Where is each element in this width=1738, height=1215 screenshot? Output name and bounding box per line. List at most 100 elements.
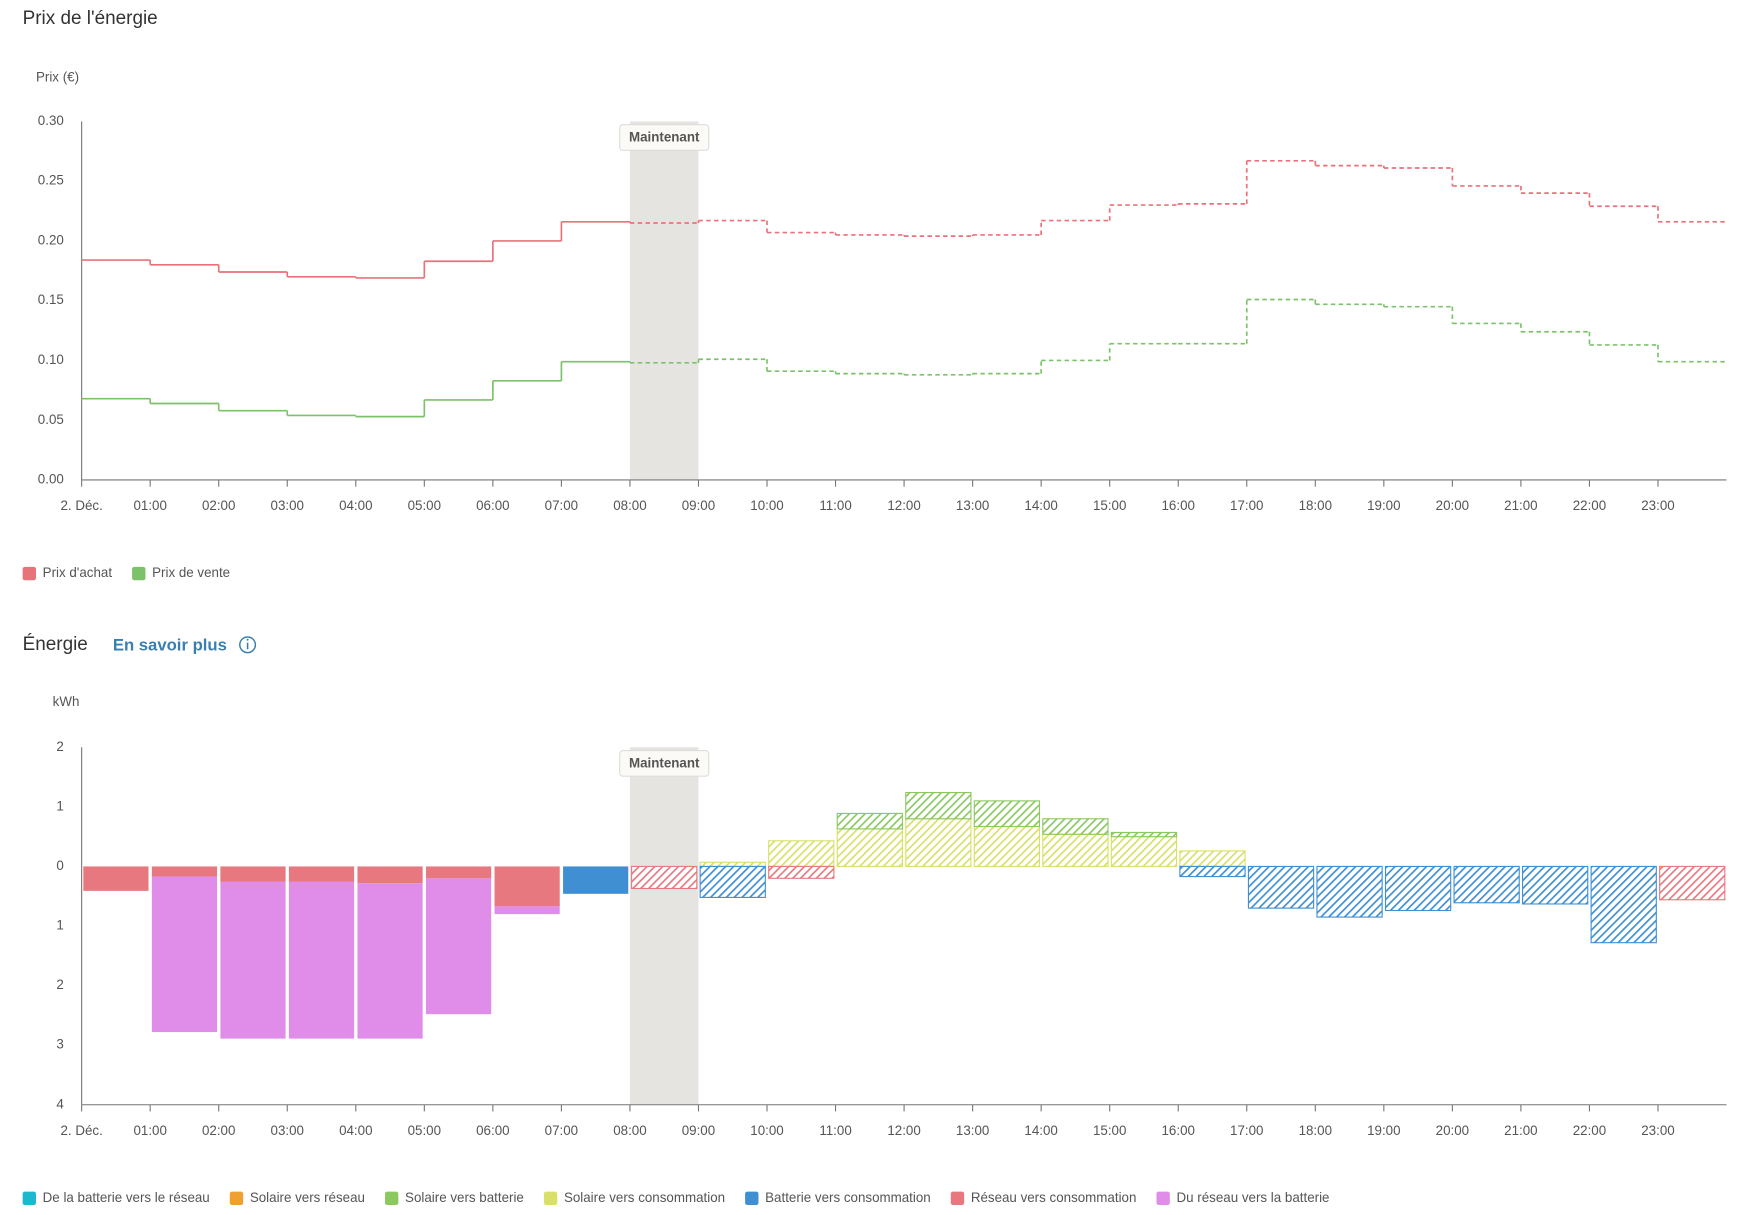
y-tick-label: 1	[56, 918, 63, 933]
energy-bar	[220, 866, 286, 882]
x-tick-label: 17:00	[1230, 498, 1263, 513]
energy-bar	[151, 876, 218, 1033]
y-tick-label: 0.25	[38, 173, 64, 188]
x-tick-label: 03:00	[271, 1123, 304, 1138]
energy-bar	[425, 878, 492, 1015]
x-tick-label: 11:00	[819, 498, 851, 513]
energy-bar	[494, 906, 560, 915]
x-tick-label: 01:00	[133, 1123, 166, 1138]
legend-swatch	[229, 1191, 244, 1205]
x-tick-label: 22:00	[1573, 498, 1606, 513]
legend-swatch	[132, 566, 146, 581]
energy-bar	[1659, 865, 1726, 901]
energy-bar	[1042, 818, 1109, 835]
x-tick-label: 17:00	[1230, 1123, 1263, 1138]
x-tick-label: 20:00	[1436, 1123, 1469, 1138]
x-tick-label: 02:00	[202, 498, 235, 513]
x-tick-label: 19:00	[1367, 1123, 1400, 1138]
x-tick-label: 04:00	[339, 498, 372, 513]
energy-bar	[1042, 833, 1109, 867]
energy-bar	[973, 825, 1041, 867]
legend-swatch	[22, 566, 36, 581]
legend-label: De la batterie vers le réseau	[43, 1190, 210, 1205]
energy-bar	[1247, 865, 1315, 909]
x-tick-label: 15:00	[1093, 1123, 1126, 1138]
energy-bar	[563, 866, 629, 894]
legend-swatch	[1156, 1191, 1170, 1205]
x-tick-label: 13:00	[956, 1123, 989, 1138]
section-title: Prix de l'énergie	[23, 8, 158, 29]
energy-bar	[1453, 865, 1520, 904]
x-tick-label: 06:00	[476, 1123, 509, 1138]
x-tick-label: 22:00	[1573, 1123, 1606, 1138]
now-label: Maintenant	[629, 130, 700, 145]
x-tick-label: 07:00	[545, 1123, 578, 1138]
energy-bar	[1384, 865, 1452, 912]
y-tick-label: 0.15	[38, 292, 64, 307]
x-tick-label: 10:00	[750, 1123, 783, 1138]
now-badge	[619, 750, 710, 777]
energy-bar	[1522, 865, 1589, 905]
energy-bar	[973, 800, 1041, 828]
energy-bar	[1179, 850, 1246, 867]
energy-bar	[83, 866, 149, 891]
x-tick-label: 16:00	[1162, 498, 1195, 513]
legend-label: Prix de vente	[152, 565, 230, 580]
energy-bar	[631, 865, 698, 890]
y-tick-label: 0.20	[38, 232, 64, 247]
energy-bar	[905, 791, 972, 820]
legend-label: Solaire vers consommation	[564, 1190, 725, 1205]
legend-swatch	[543, 1191, 558, 1205]
x-tick-label: 10:00	[750, 498, 783, 513]
energy-bar	[425, 866, 492, 879]
x-tick-label: 18:00	[1299, 498, 1332, 513]
x-tick-label: 21:00	[1504, 498, 1537, 513]
energy-bar	[768, 865, 835, 879]
y-tick-label: 1	[56, 798, 63, 813]
now-band	[629, 121, 699, 480]
info-icon[interactable]	[239, 636, 257, 654]
x-tick-label: 09:00	[682, 498, 715, 513]
legend-label: Réseau vers consommation	[971, 1190, 1137, 1205]
energy-bar	[357, 866, 423, 884]
energy-bar	[357, 883, 423, 1039]
legend-label: Du réseau vers la batterie	[1177, 1190, 1330, 1205]
x-tick-label: 14:00	[1024, 498, 1057, 513]
y-tick-label: 0.30	[38, 113, 64, 128]
x-tick-label: 15:00	[1093, 498, 1126, 513]
y-tick-label: 4	[56, 1096, 64, 1111]
energy-bar	[1179, 865, 1246, 878]
x-tick-label: 20:00	[1436, 498, 1469, 513]
energy-bar	[1110, 831, 1178, 838]
x-tick-label: 05:00	[408, 498, 441, 513]
x-tick-label: 08:00	[613, 1123, 646, 1138]
legend-swatch	[384, 1191, 399, 1205]
y-tick-label: 2	[56, 977, 63, 992]
energy-bar	[1316, 865, 1383, 918]
learn-more-link[interactable]: En savoir plus	[113, 635, 227, 654]
energy-bar	[151, 866, 218, 877]
y-tick-label: 0.05	[38, 412, 64, 427]
x-tick-label: 23:00	[1641, 1123, 1674, 1138]
x-tick-label: 14:00	[1024, 1123, 1057, 1138]
y-tick-label: 3	[56, 1037, 63, 1052]
energy-bar	[836, 828, 903, 867]
legend-label: Prix d'achat	[43, 565, 113, 580]
x-tick-label: 02:00	[202, 1123, 235, 1138]
energy-bar	[768, 840, 835, 867]
energy-bar	[494, 866, 560, 907]
now-band	[629, 747, 699, 1105]
x-tick-label: 12:00	[887, 498, 920, 513]
x-tick-label: 09:00	[682, 1123, 715, 1138]
x-tick-label: 2. Déc.	[60, 1123, 102, 1138]
x-tick-label: 12:00	[887, 1123, 920, 1138]
x-tick-label: 08:00	[613, 498, 646, 513]
x-tick-label: 13:00	[956, 498, 989, 513]
legend-swatch	[22, 1191, 36, 1205]
legend-label: Batterie vers consommation	[765, 1190, 931, 1205]
energy-bar	[905, 818, 972, 867]
x-tick-label: 16:00	[1162, 1123, 1195, 1138]
energy-bar	[220, 881, 286, 1039]
